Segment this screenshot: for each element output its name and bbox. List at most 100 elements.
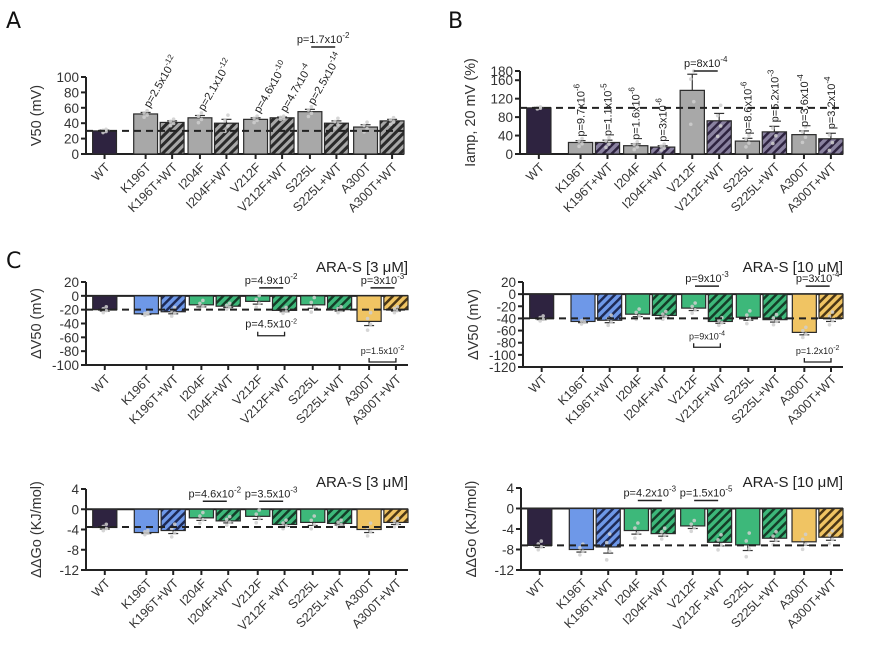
chart-title: ARA-S [3 μM] [316,259,408,276]
data-point [716,538,720,542]
data-point [800,130,805,134]
y-tick-label: 0 [71,502,79,517]
data-point [717,323,721,328]
data-point [636,521,640,525]
data-point [254,297,259,302]
p-value-label: p=1.6x10-6 [628,87,643,140]
data-point [395,516,400,520]
data-point [607,135,611,140]
data-point [771,322,776,327]
p-value-label: p=8x10-4 [684,55,728,70]
data-point [830,537,835,542]
data-point [715,113,720,118]
data-point [201,517,205,522]
bar-a300t [791,507,817,543]
y-tick-label: 0 [505,147,513,162]
x-tick-label: WT [89,576,113,600]
data-point [744,539,749,543]
data-point [199,111,204,115]
data-point [689,522,694,526]
bar-i204f [625,293,651,315]
data-point [252,116,256,121]
data-point [143,530,147,534]
p-value-exponent: -10 [272,58,286,73]
data-point [368,310,373,315]
panel-letter-b: B [448,9,463,34]
data-point [252,120,256,125]
data-point [227,305,232,309]
data-point [171,117,176,121]
data-point [365,534,370,538]
data-point [172,311,177,315]
bar-k196t-wt [595,507,621,548]
data-point [284,309,288,314]
data-point [803,532,808,537]
data-point [201,510,205,515]
data-point [664,309,668,314]
data-point [201,304,205,309]
p-value-label: p=4.2x10-3 [623,485,676,500]
data-point [747,133,751,138]
data-point [365,126,369,131]
data-point [827,533,832,537]
data-point [580,136,584,141]
data-point [582,320,587,325]
data-point [659,144,663,148]
y-tick-label: -8 [502,543,514,558]
data-point [803,125,808,129]
data-point [633,536,637,540]
data-point [774,538,778,543]
data-point [774,118,778,123]
panel-letter-c: C [6,249,21,274]
data-point [362,123,366,128]
data-point [659,148,663,152]
data-point [607,549,612,554]
bar-v212f [243,118,269,155]
p-value-label: p=1.7x10-2 [297,31,350,46]
chart-title: ARA-S [10 μM] [743,474,843,491]
data-point [662,533,667,538]
data-point [718,103,723,108]
data-point [662,142,666,146]
data-point [803,135,808,140]
y-tick-label: -100 [489,348,516,363]
data-point [281,311,285,316]
y-tick-label: 20 [64,132,79,147]
bar-s225l [297,111,323,155]
data-point [662,146,666,150]
data-point [690,311,694,316]
p-value-exponent: -3 [766,69,775,77]
data-point [693,308,697,312]
p-value-exponent: -5 [725,485,733,494]
data-point [224,523,229,527]
p-value-label: p=5.2x10-3 [766,69,781,122]
p-value-exponent: -12 [216,56,230,71]
data-point [199,117,204,122]
data-point [146,528,150,533]
data-point [774,319,779,324]
p-value-exponent: -14 [326,49,340,64]
data-point [254,520,259,525]
data-point [774,312,779,317]
data-point [223,118,227,123]
data-point [830,310,835,314]
p-value-exponent: -2 [291,319,297,326]
data-point [692,525,697,530]
p-value-exponent: -6 [739,81,748,89]
p-value-exponent: -4 [719,330,725,337]
data-point [771,534,775,538]
y-tick-label: -20 [496,299,516,314]
data-point [143,532,147,537]
data-point [227,301,232,306]
p-value-exponent: -4 [720,55,728,64]
data-point [715,134,720,139]
data-point [336,116,340,121]
y-tick-label: -80 [59,344,79,359]
p-value-exponent: -6 [628,87,637,95]
data-point [634,310,638,315]
y-tick-label: -40 [59,317,79,332]
p-value-label: p=2.1x10-12 [194,56,236,113]
data-point [278,115,283,120]
